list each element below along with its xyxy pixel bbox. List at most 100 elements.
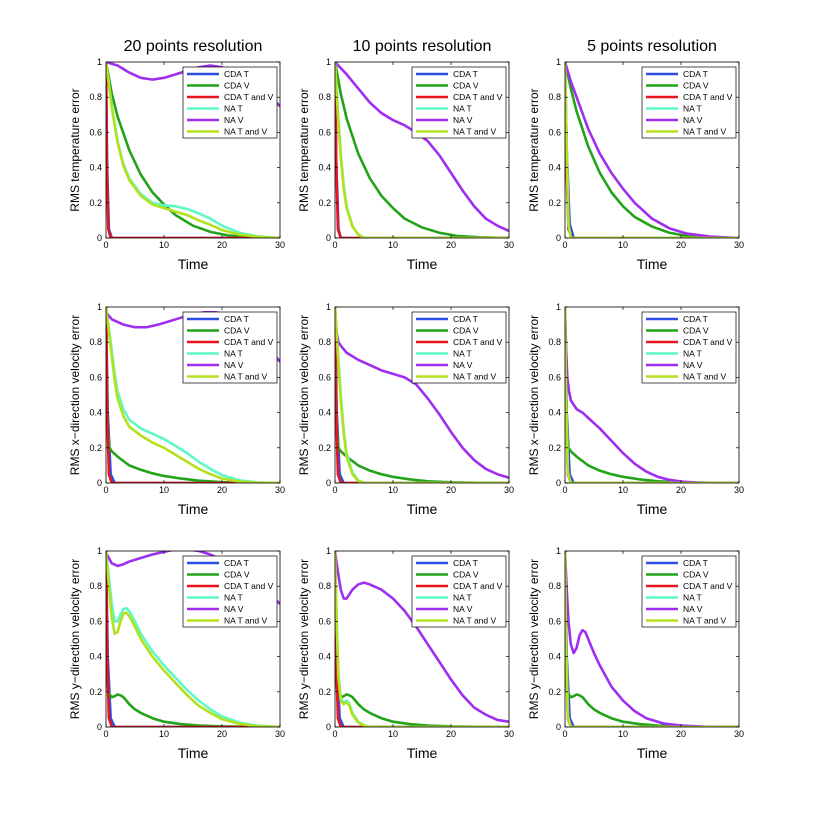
y-tick-label: 0.2 xyxy=(318,687,331,697)
series-line-na-t-and-v xyxy=(565,62,739,238)
y-tick-label: 0.2 xyxy=(318,198,331,208)
x-axis-label: Time xyxy=(637,745,668,761)
x-tick-label: 30 xyxy=(734,729,744,739)
y-axis-label: RMS temperature error xyxy=(527,88,541,211)
legend-label: CDA V xyxy=(453,81,479,91)
x-tick-label: 0 xyxy=(562,485,567,495)
legend-label: CDA T xyxy=(453,558,478,568)
subplot-r1-c1: 0 10 20 30 0 0.2 0.4 0.6 0.8 1 Time RMS x−direction… xyxy=(297,302,514,517)
legend-label: NA V xyxy=(453,604,473,614)
subplot-r2-c1: 0 10 20 30 0 0.2 0.4 0.6 0.8 1 Time RMS y−direction… xyxy=(297,546,514,761)
series-line-na-t-and-v xyxy=(106,551,280,727)
y-tick-label: 0.8 xyxy=(318,92,331,102)
legend-label: NA V xyxy=(683,604,703,614)
series-line-na-t-and-v xyxy=(106,307,280,483)
series-line-cda-v xyxy=(106,664,280,727)
x-axis-label: Time xyxy=(178,501,209,517)
y-tick-label: 0 xyxy=(326,478,331,488)
x-axis-label: Time xyxy=(407,256,438,272)
axes-box xyxy=(105,306,281,484)
x-tick-label: 20 xyxy=(217,485,227,495)
series-line-na-v xyxy=(565,551,739,727)
y-axis-label: RMS y−direction velocity error xyxy=(297,559,311,719)
y-tick-label: 0.8 xyxy=(548,92,561,102)
y-tick-label: 0.2 xyxy=(89,687,102,697)
series-line-na-v xyxy=(565,62,739,238)
y-tick-label: 1 xyxy=(97,546,102,556)
x-tick-label: 20 xyxy=(676,485,686,495)
subplot-r2-c0: 0 10 20 30 0 0.2 0.4 0.6 0.8 1 Time RMS y−direction… xyxy=(68,546,285,761)
y-axis-label: RMS x−direction velocity error xyxy=(527,315,541,475)
y-tick-label: 0.8 xyxy=(548,337,561,347)
series-line-na-t-and-v xyxy=(565,551,739,727)
y-tick-label: 0.4 xyxy=(89,652,102,662)
axes-box xyxy=(334,61,510,239)
y-tick-label: 0.2 xyxy=(548,443,561,453)
y-tick-label: 0 xyxy=(556,233,561,243)
legend-label: CDA T xyxy=(224,558,249,568)
y-tick-label: 0.6 xyxy=(89,372,102,382)
x-axis-label: Time xyxy=(407,745,438,761)
y-tick-label: 0.6 xyxy=(548,616,561,626)
legend-label: NA T and V xyxy=(224,127,267,137)
legend-label: NA V xyxy=(224,604,244,614)
legend-box xyxy=(182,66,278,139)
legend-label: NA T xyxy=(453,593,472,603)
legend-label: CDA T and V xyxy=(224,92,274,102)
x-axis-label: Time xyxy=(637,501,668,517)
y-tick-label: 0.8 xyxy=(318,337,331,347)
legend-label: CDA T and V xyxy=(683,337,733,347)
x-tick-label: 10 xyxy=(618,729,628,739)
subplot-title: 10 points resolution xyxy=(353,38,492,55)
y-tick-label: 0 xyxy=(97,478,102,488)
legend-box xyxy=(411,555,507,628)
x-tick-label: 10 xyxy=(618,240,628,250)
legend-label: NA V xyxy=(224,115,244,125)
x-tick-label: 20 xyxy=(676,240,686,250)
legend-box xyxy=(411,311,507,384)
y-tick-label: 0.6 xyxy=(89,616,102,626)
y-tick-label: 0.8 xyxy=(548,581,561,591)
y-tick-label: 0 xyxy=(556,478,561,488)
y-tick-label: 0.2 xyxy=(89,443,102,453)
y-tick-label: 1 xyxy=(556,302,561,312)
x-tick-label: 0 xyxy=(103,240,108,250)
y-tick-label: 0.4 xyxy=(318,408,331,418)
y-tick-label: 0.4 xyxy=(548,408,561,418)
y-tick-label: 0.4 xyxy=(89,163,102,173)
x-tick-label: 0 xyxy=(103,485,108,495)
legend-label: NA T and V xyxy=(224,372,267,382)
axes-box xyxy=(105,550,281,728)
x-tick-label: 20 xyxy=(217,729,227,739)
series-line-na-t-and-v xyxy=(106,62,280,238)
x-tick-label: 30 xyxy=(504,729,514,739)
x-axis-label: Time xyxy=(178,256,209,272)
y-tick-label: 0.6 xyxy=(89,127,102,137)
legend-label: NA T and V xyxy=(683,127,726,137)
x-axis-label: Time xyxy=(407,501,438,517)
legend-label: NA T and V xyxy=(453,616,496,626)
legend-label: CDA V xyxy=(683,326,709,336)
x-tick-label: 0 xyxy=(562,240,567,250)
legend-label: CDA V xyxy=(224,81,250,91)
legend-label: NA T and V xyxy=(453,127,496,137)
legend-label: NA V xyxy=(453,360,473,370)
legend-label: NA T xyxy=(683,349,702,359)
legend-box xyxy=(182,555,278,628)
x-tick-label: 20 xyxy=(676,729,686,739)
legend-label: CDA V xyxy=(224,570,250,580)
subplot-r2-c2: 0 10 20 30 0 0.2 0.4 0.6 0.8 1 Time RMS y−direction… xyxy=(527,546,744,761)
legend-label: CDA T xyxy=(453,314,478,324)
x-tick-label: 30 xyxy=(275,240,285,250)
axes-box xyxy=(334,550,510,728)
legend-label: NA V xyxy=(224,360,244,370)
x-axis-label: Time xyxy=(178,745,209,761)
y-tick-label: 0 xyxy=(556,722,561,732)
y-tick-label: 0.4 xyxy=(548,652,561,662)
